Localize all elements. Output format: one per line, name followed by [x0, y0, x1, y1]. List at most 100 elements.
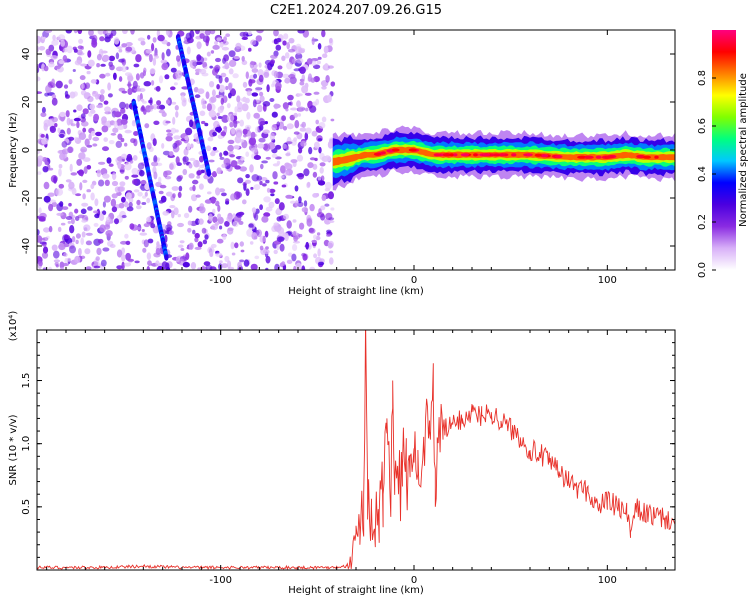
spectrogram-noise-blob	[292, 231, 297, 239]
spectrogram-noise-blob	[296, 154, 304, 162]
spectrogram-noise-blob	[121, 153, 128, 160]
spectrogram-noise-blob	[99, 73, 106, 79]
spectrogram-noise-blob	[110, 198, 117, 207]
spectrogram-noise-blob	[77, 45, 84, 50]
spectrogram-noise-blob	[218, 188, 226, 193]
spectrogram-noise-blob	[282, 232, 289, 239]
spectrogram-noise-blob	[104, 179, 110, 186]
spectrogram-noise-blob	[269, 132, 275, 141]
spectrogram-noise-blob	[295, 46, 303, 55]
spectrogram-noise-blob	[171, 186, 179, 191]
spectrogram-noise-blob	[276, 236, 285, 243]
spectrogram-noise-blob	[223, 125, 228, 134]
spectrogram-noise-blob	[129, 159, 134, 164]
spectrogram-noise-blob	[212, 208, 216, 214]
spectrogram-noise-blob	[81, 202, 89, 207]
spectrogram-noise-blob	[115, 52, 120, 60]
spectrogram-noise-blob	[259, 124, 264, 131]
colorbar: 0.0 0.2 0.4 0.6 0.8 Normalized spectral ampl…	[697, 30, 749, 278]
spectrogram-noise-blob	[156, 105, 162, 110]
spectrogram-noise-blob	[43, 181, 50, 190]
spectrogram-noise-blob	[239, 166, 247, 172]
spectrogram-noise-blob	[140, 40, 146, 46]
spectrogram-noise-blob	[321, 86, 327, 90]
spectrogram-noise-blob	[158, 75, 164, 84]
spectrogram-noise-blob	[217, 106, 224, 114]
spectrogram-noise-blob	[66, 127, 71, 135]
spectrogram-noise-blob	[255, 35, 262, 42]
spectrogram-noise-blob	[228, 59, 237, 67]
spectrogram-noise-blob	[61, 206, 69, 211]
spectrogram-noise-blob	[51, 97, 58, 106]
spectrogram-noise-blob	[264, 121, 268, 125]
spectrogram-noise-blob	[172, 142, 178, 149]
spectrogram-noise-blob	[275, 38, 281, 43]
spectrogram-noise-blob	[128, 202, 133, 208]
spectrogram-noise-blob	[87, 206, 93, 211]
spectrogram-noise-blob	[165, 30, 170, 36]
spectrogram-noise-blob	[111, 206, 118, 213]
spectrogram-noise-blob	[297, 106, 305, 112]
spectrogram-noise-blob	[239, 241, 244, 247]
spectrogram-noise-blob	[239, 139, 245, 143]
spectrogram-noise-blob	[301, 207, 309, 213]
spectrogram-noise-blob	[189, 119, 194, 128]
spectrogram-noise-blob	[323, 45, 329, 54]
spectrogram-noise-blob	[119, 181, 126, 187]
spectrogram-noise-blob	[54, 65, 61, 70]
spectrogram-noise-blob	[68, 79, 73, 85]
spectrogram-noise-blob	[168, 230, 174, 235]
spectrogram-noise-blob	[59, 201, 64, 207]
spectrogram-noise-blob	[236, 95, 241, 103]
spectrogram-noise-blob	[206, 35, 210, 44]
spectrogram-noise-blob	[103, 195, 111, 203]
spectrogram-noise-blob	[80, 237, 84, 245]
spectrogram-noise-blob	[65, 179, 72, 183]
spectrogram-noise-blob	[140, 98, 145, 102]
spectrogram-noise-blob	[180, 94, 185, 102]
spectrogram-y-tick-label: 40	[21, 48, 32, 61]
spectrogram-noise-blob	[272, 171, 278, 180]
spectrogram-noise-blob	[194, 232, 200, 239]
spectrogram-noise-blob	[248, 137, 257, 146]
colorbar-label: Normalized spectral amplitude	[738, 73, 749, 227]
spectrogram-noise-blob	[226, 215, 233, 223]
spectrogram-noise-blob	[311, 239, 318, 243]
spectrogram-noise-blob	[173, 207, 179, 216]
spectrogram-noise-blob	[215, 187, 221, 196]
spectrogram-noise-blob	[121, 261, 125, 270]
signal-band-peak	[452, 153, 458, 157]
spectrogram-noise-blob	[215, 57, 221, 63]
spectrogram-noise-blob	[229, 154, 236, 158]
spectrogram-noise-blob	[131, 174, 139, 178]
spectrogram-noise-blob	[119, 101, 126, 110]
spectrogram-noise-blob	[305, 241, 310, 250]
spectrogram-noise-blob	[321, 194, 327, 201]
spectrogram-noise-blob	[265, 246, 269, 250]
spectrogram-noise-blob	[134, 226, 142, 231]
spectrogram-noise-blob	[269, 98, 275, 102]
spectrogram-noise-blob	[47, 192, 55, 197]
spectrogram-noise-blob	[135, 54, 142, 63]
spectrogram-noise-blob	[282, 73, 290, 79]
spectrogram-noise-blob	[100, 259, 107, 267]
spectrogram-noise-blob	[95, 256, 100, 261]
spectrogram-noise-blob	[195, 194, 201, 198]
spectrogram-noise-blob	[319, 152, 325, 160]
spectrogram-noise-blob	[189, 157, 196, 161]
spectrogram-noise-blob	[276, 243, 280, 251]
spectrogram-noise-blob	[152, 104, 158, 110]
spectrogram-noise-blob	[224, 61, 230, 70]
spectrogram-noise-blob	[164, 170, 172, 176]
spectrogram-noise-blob	[62, 148, 69, 155]
spectrogram-noise-blob	[308, 146, 313, 155]
signal-band-peak	[636, 154, 644, 159]
spectrogram-noise-blob	[264, 230, 269, 238]
spectrogram-noise-blob	[265, 156, 271, 160]
spectrogram-noise-blob	[151, 43, 155, 52]
spectrogram-noise-blob	[328, 250, 334, 254]
spectrogram-noise-blob	[239, 119, 244, 127]
spectrogram-noise-blob	[313, 253, 318, 259]
spectrogram-noise-blob	[292, 219, 297, 223]
spectrogram-noise-blob	[150, 223, 156, 229]
